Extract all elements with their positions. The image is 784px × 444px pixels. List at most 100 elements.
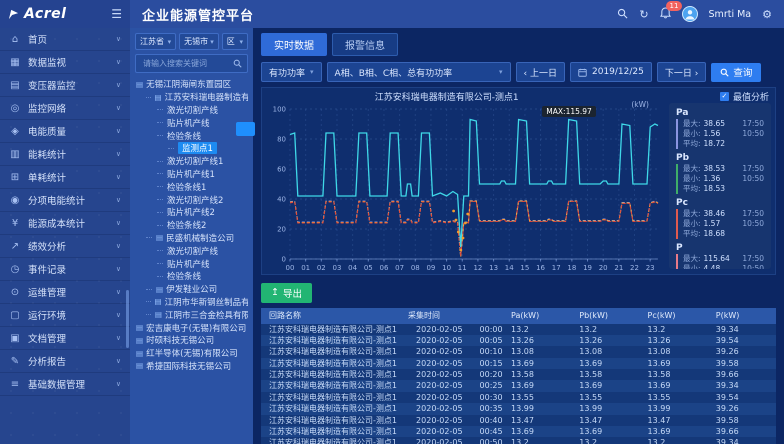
- tab-alarm-info[interactable]: 报警信息: [332, 33, 398, 56]
- username[interactable]: Smrti Ma: [709, 9, 752, 20]
- sidebar-item-power-quality[interactable]: ◈电能质量∨: [0, 120, 130, 143]
- region-select-1[interactable]: 无锡市▾: [179, 33, 219, 50]
- tree-node[interactable]: ▤江阴市三合金检具有限公司: [135, 308, 248, 321]
- tree-node[interactable]: 检验条线: [135, 129, 248, 142]
- sidebar-item-ops-management[interactable]: ⊙运维管理∨: [0, 281, 130, 304]
- sidebar-item-subentry-energy-stats[interactable]: ◉分项电能统计∨: [0, 189, 130, 212]
- tree-node[interactable]: 激光切割产线: [135, 104, 248, 117]
- tree-node[interactable]: 贴片机产线: [135, 257, 248, 270]
- tree-node-label: 贴片机产线: [167, 258, 210, 270]
- sidebar-item-energy-consumption-stats[interactable]: ▥能耗统计∨: [0, 143, 130, 166]
- tree-node[interactable]: ▤江阴市华新钢丝制品有限公司: [135, 296, 248, 309]
- extremum-analysis-checkbox[interactable]: ✓ 最值分析: [720, 90, 769, 103]
- sidebar-item-data-monitoring[interactable]: ▦数据监视∨: [0, 51, 130, 74]
- date-picker[interactable]: 2019/12/25: [570, 62, 652, 82]
- sidebar-scrollbar[interactable]: [126, 290, 129, 348]
- cell-collect-time: 2020-02-0500:15:00: [400, 358, 503, 369]
- tree-node[interactable]: 监测点1: [135, 142, 248, 155]
- table-row: 江苏安科瑞电器制造有限公司-测点12020-02-0500:05:0013.26…: [261, 335, 776, 346]
- tree-node-label: 民盛机械制造公司: [166, 232, 234, 244]
- cell-value: 13.69: [503, 358, 571, 369]
- cell-value: 39.54: [708, 335, 776, 346]
- sidebar-item-transformer-monitoring[interactable]: ▤变压器监控∨: [0, 74, 130, 97]
- building-icon: ▤: [155, 297, 162, 306]
- top-header: 企业能源管控平台 ↻ 11 Smrti Ma ⚙: [130, 0, 784, 28]
- table-header-cell: Pb(kW): [571, 308, 639, 324]
- prev-day-button[interactable]: ‹ 上一日: [516, 62, 565, 82]
- sidebar-item-home[interactable]: ⌂首页∨: [0, 28, 130, 51]
- sidebar-item-event-records[interactable]: ◷事件记录∨: [0, 258, 130, 281]
- tree-node[interactable]: 检验条线: [135, 270, 248, 283]
- tree-node[interactable]: 激光切割产线1: [135, 155, 248, 168]
- next-day-button[interactable]: 下一日 ›: [657, 62, 706, 82]
- tree-node-label: 激光切割产线: [167, 245, 218, 257]
- sidebar-item-basic-data-management[interactable]: ≡基础数据管理∨: [0, 373, 130, 396]
- chevron-down-icon: ∨: [116, 104, 121, 112]
- tree-node[interactable]: ▤希捷国际科技无锡公司: [135, 360, 248, 373]
- region-select-0[interactable]: 江苏省▾: [135, 33, 176, 50]
- building-icon: ▤: [156, 285, 163, 294]
- gear-icon[interactable]: ⚙: [762, 9, 772, 20]
- svg-text:20: 20: [599, 264, 608, 272]
- tree-node[interactable]: 检验条线1: [135, 180, 248, 193]
- tree-node[interactable]: 激光切割产线: [135, 244, 248, 257]
- cell-circuit-name: 江苏安科瑞电器制造有限公司-测点1: [261, 392, 400, 403]
- tree-node[interactable]: 激光切割产线2: [135, 193, 248, 206]
- stat-row-min: 最小:4.4810:50: [683, 264, 764, 269]
- sidebar-item-label: 首页: [28, 32, 109, 46]
- header-actions: ↻ 11 Smrti Ma ⚙: [617, 6, 772, 22]
- chevron-down-icon: ▾: [499, 68, 503, 76]
- refresh-icon[interactable]: ↻: [639, 9, 648, 20]
- sidebar-item-analysis-reports[interactable]: ✎分析报告∨: [0, 350, 130, 373]
- parameter-select[interactable]: 有功功率 ▾: [261, 62, 322, 82]
- query-button[interactable]: 查询: [711, 63, 761, 82]
- logo-text: Acrel: [24, 6, 66, 22]
- chart-area[interactable]: 0204060801000001020304050607080910111213…: [266, 103, 663, 277]
- svg-text:05: 05: [364, 264, 373, 272]
- sidebar-item-energy-cost-stats[interactable]: ¥能源成本统计∨: [0, 212, 130, 235]
- tree-node[interactable]: ▤红半导体(无锡)有限公司: [135, 347, 248, 360]
- chevron-down-icon: ∨: [116, 265, 121, 273]
- tree-node[interactable]: ▤宏吉康电子(无锡)有限公司: [135, 321, 248, 334]
- tree-node[interactable]: ▤伊发鞋业公司: [135, 283, 248, 296]
- table-header-cell: Pa(kW): [503, 308, 571, 324]
- table-row: 江苏安科瑞电器制造有限公司-测点12020-02-0500:00:0013.21…: [261, 324, 776, 335]
- tree-node[interactable]: ▤无锡江阴海闸东置园区: [135, 78, 248, 91]
- acrel-logo-icon: [8, 9, 19, 20]
- table-row: 江苏安科瑞电器制造有限公司-测点12020-02-0500:15:0013.69…: [261, 358, 776, 369]
- data-table: 回路名称采集时间Pa(kW)Pb(kW)Pc(kW)P(kW) 江苏安科瑞电器制…: [261, 308, 776, 444]
- search-icon[interactable]: [233, 59, 242, 68]
- sidebar-item-operating-environment[interactable]: ▢运行环境∨: [0, 304, 130, 327]
- tree-node[interactable]: ▤江苏安科瑞电器制造有限公司: [135, 91, 248, 104]
- cell-circuit-name: 江苏安科瑞电器制造有限公司-测点1: [261, 358, 400, 369]
- tree-node[interactable]: ▤时硕科技无锡公司: [135, 334, 248, 347]
- svg-text:11: 11: [458, 264, 467, 272]
- export-button[interactable]: ↥ 导出: [261, 283, 312, 303]
- region-select-2[interactable]: 区▾: [222, 33, 248, 50]
- database-icon: ≡: [9, 379, 21, 390]
- export-icon: ↥: [271, 287, 279, 298]
- sidebar-item-unit-consumption-stats[interactable]: ⊞单耗统计∨: [0, 166, 130, 189]
- panel-collapse-handle[interactable]: [236, 122, 255, 136]
- tab-realtime-data[interactable]: 实时数据: [261, 33, 327, 56]
- tree-node[interactable]: ▤民盛机械制造公司: [135, 232, 248, 245]
- stat-group-Pb: Pb最大:38.5317:50最小:1.3610:50平均:18.53: [676, 153, 764, 194]
- tree-search-input[interactable]: [141, 58, 233, 69]
- phase-select[interactable]: A相、B相、C相、总有功功率 ▾: [327, 62, 511, 82]
- bell-icon[interactable]: 11: [660, 7, 671, 21]
- avatar[interactable]: [682, 6, 698, 22]
- tree-node[interactable]: 贴片机产线1: [135, 168, 248, 181]
- tree-node[interactable]: 检验条线2: [135, 219, 248, 232]
- hamburger-menu-icon[interactable]: ☰: [111, 7, 122, 21]
- search-icon[interactable]: [617, 8, 628, 21]
- sidebar-item-performance-analysis[interactable]: ↗绩效分析∨: [0, 235, 130, 258]
- clock-icon: ◷: [9, 264, 21, 275]
- sidebar-item-document-management[interactable]: ▣文档管理∨: [0, 327, 130, 350]
- sidebar-item-monitoring-network[interactable]: ◎监控网络∨: [0, 97, 130, 120]
- chevron-down-icon: ∨: [116, 242, 121, 250]
- tree-node[interactable]: 贴片机产线: [135, 116, 248, 129]
- table-row: 江苏安科瑞电器制造有限公司-测点12020-02-0500:20:0013.58…: [261, 369, 776, 380]
- tree-node[interactable]: 贴片机产线2: [135, 206, 248, 219]
- tree-search: [135, 54, 248, 73]
- svg-text:19: 19: [583, 264, 592, 272]
